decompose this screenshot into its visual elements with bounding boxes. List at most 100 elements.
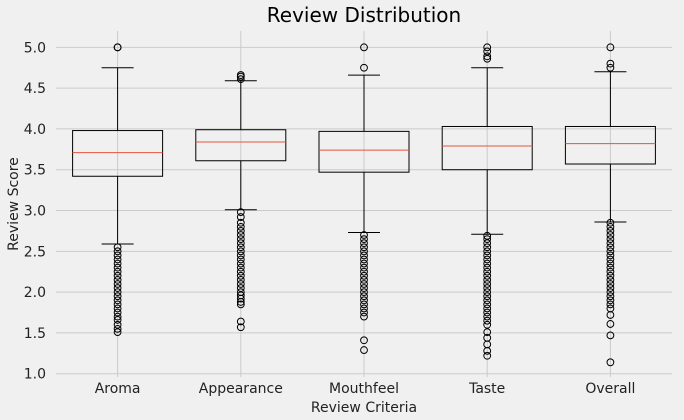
flier-point bbox=[606, 231, 615, 239]
flier-point bbox=[606, 280, 615, 288]
flier-point bbox=[606, 251, 615, 260]
flier-point bbox=[236, 208, 245, 217]
x-tick-label: Mouthfeel bbox=[329, 381, 399, 397]
flier-point bbox=[360, 271, 368, 280]
flier-point bbox=[360, 235, 368, 243]
flier-point bbox=[360, 243, 368, 252]
box-group bbox=[195, 71, 287, 332]
flier-point bbox=[360, 263, 368, 272]
flier-point bbox=[606, 358, 615, 367]
flier-point bbox=[483, 239, 492, 248]
flier-point bbox=[483, 320, 492, 329]
flier-point bbox=[236, 231, 245, 239]
flier-point bbox=[483, 52, 492, 61]
x-axis-label: Review Criteria bbox=[311, 400, 417, 416]
box bbox=[441, 125, 533, 171]
flier-point bbox=[483, 271, 492, 280]
flier-point bbox=[236, 213, 245, 221]
flier-point bbox=[606, 247, 615, 256]
x-tick-label: Taste bbox=[468, 381, 505, 397]
flier-point bbox=[483, 275, 492, 284]
y-tick-label: 2.5 bbox=[24, 244, 46, 260]
flier-point bbox=[113, 243, 122, 252]
flier-point bbox=[360, 267, 368, 276]
flier-point bbox=[113, 251, 122, 260]
flier-point bbox=[606, 59, 615, 68]
flier-point bbox=[113, 296, 122, 305]
box-group bbox=[318, 43, 410, 354]
flier-point bbox=[606, 267, 615, 276]
flier-point bbox=[113, 280, 122, 288]
flier-point bbox=[113, 324, 122, 333]
box-group bbox=[441, 43, 533, 360]
flier-point bbox=[606, 284, 615, 292]
flier-point bbox=[483, 231, 492, 240]
flier-point bbox=[606, 63, 615, 72]
flier-point bbox=[360, 247, 368, 256]
flier-point bbox=[360, 304, 368, 313]
x-tick-label: Appearance bbox=[199, 381, 283, 397]
flier-point bbox=[483, 300, 492, 309]
y-axis-ticks: 1.0 1.5 2.0 2.5 3.0 3.5 4.0 4.5 5.0 bbox=[24, 40, 46, 382]
flier-point bbox=[360, 308, 368, 317]
flier-point bbox=[236, 298, 245, 306]
flier-point bbox=[483, 280, 492, 288]
flier-point bbox=[113, 259, 122, 268]
flier-point bbox=[236, 267, 245, 276]
flier-point bbox=[360, 63, 368, 72]
flier-point bbox=[113, 308, 122, 317]
flier-point bbox=[483, 296, 492, 305]
flier-point bbox=[113, 275, 122, 284]
flier-point bbox=[483, 308, 492, 317]
flier-point bbox=[236, 75, 245, 84]
flier-point bbox=[360, 312, 368, 321]
flier-point bbox=[236, 317, 245, 326]
flier-point bbox=[236, 271, 245, 280]
flier-point bbox=[483, 263, 492, 272]
y-tick-label: 1.0 bbox=[24, 367, 46, 383]
flier-point bbox=[606, 239, 615, 248]
flier-point bbox=[236, 235, 245, 243]
x-tick-label: Aroma bbox=[95, 381, 141, 397]
plot-area bbox=[72, 43, 656, 367]
flier-point bbox=[483, 54, 492, 63]
flier-point bbox=[113, 288, 122, 297]
flier-point bbox=[360, 251, 368, 260]
box bbox=[318, 130, 410, 173]
flier-point bbox=[113, 284, 122, 292]
flier-point bbox=[236, 255, 245, 264]
flier-point bbox=[606, 243, 615, 252]
flier-point bbox=[236, 263, 245, 272]
y-tick-label: 5.0 bbox=[24, 40, 46, 56]
flier-point bbox=[236, 243, 245, 252]
flier-point bbox=[236, 251, 245, 260]
box-group bbox=[564, 43, 656, 367]
flier-point bbox=[236, 259, 245, 268]
flier-point bbox=[236, 247, 245, 256]
y-tick-label: 3.0 bbox=[24, 204, 46, 220]
flier-point bbox=[113, 315, 122, 324]
flier-point bbox=[113, 271, 122, 280]
flier-point bbox=[360, 280, 368, 288]
flier-point bbox=[606, 331, 615, 340]
flier-point bbox=[360, 255, 368, 264]
flier-point bbox=[606, 227, 615, 235]
flier-point bbox=[483, 259, 492, 268]
flier-point bbox=[606, 288, 615, 297]
flier-point bbox=[606, 222, 615, 231]
flier-point bbox=[236, 300, 245, 309]
flier-point bbox=[113, 300, 122, 309]
flier-point bbox=[236, 323, 245, 332]
flier-point bbox=[483, 43, 492, 52]
flier-point bbox=[483, 312, 492, 321]
flier-point bbox=[606, 218, 615, 227]
y-tick-label: 2.0 bbox=[24, 285, 46, 301]
flier-point bbox=[606, 263, 615, 272]
flier-point bbox=[113, 328, 122, 337]
flier-point bbox=[606, 275, 615, 284]
flier-point bbox=[236, 294, 245, 303]
flier-point bbox=[483, 47, 492, 56]
flier-point bbox=[483, 288, 492, 297]
box bbox=[72, 130, 164, 177]
flier-point bbox=[606, 300, 615, 309]
